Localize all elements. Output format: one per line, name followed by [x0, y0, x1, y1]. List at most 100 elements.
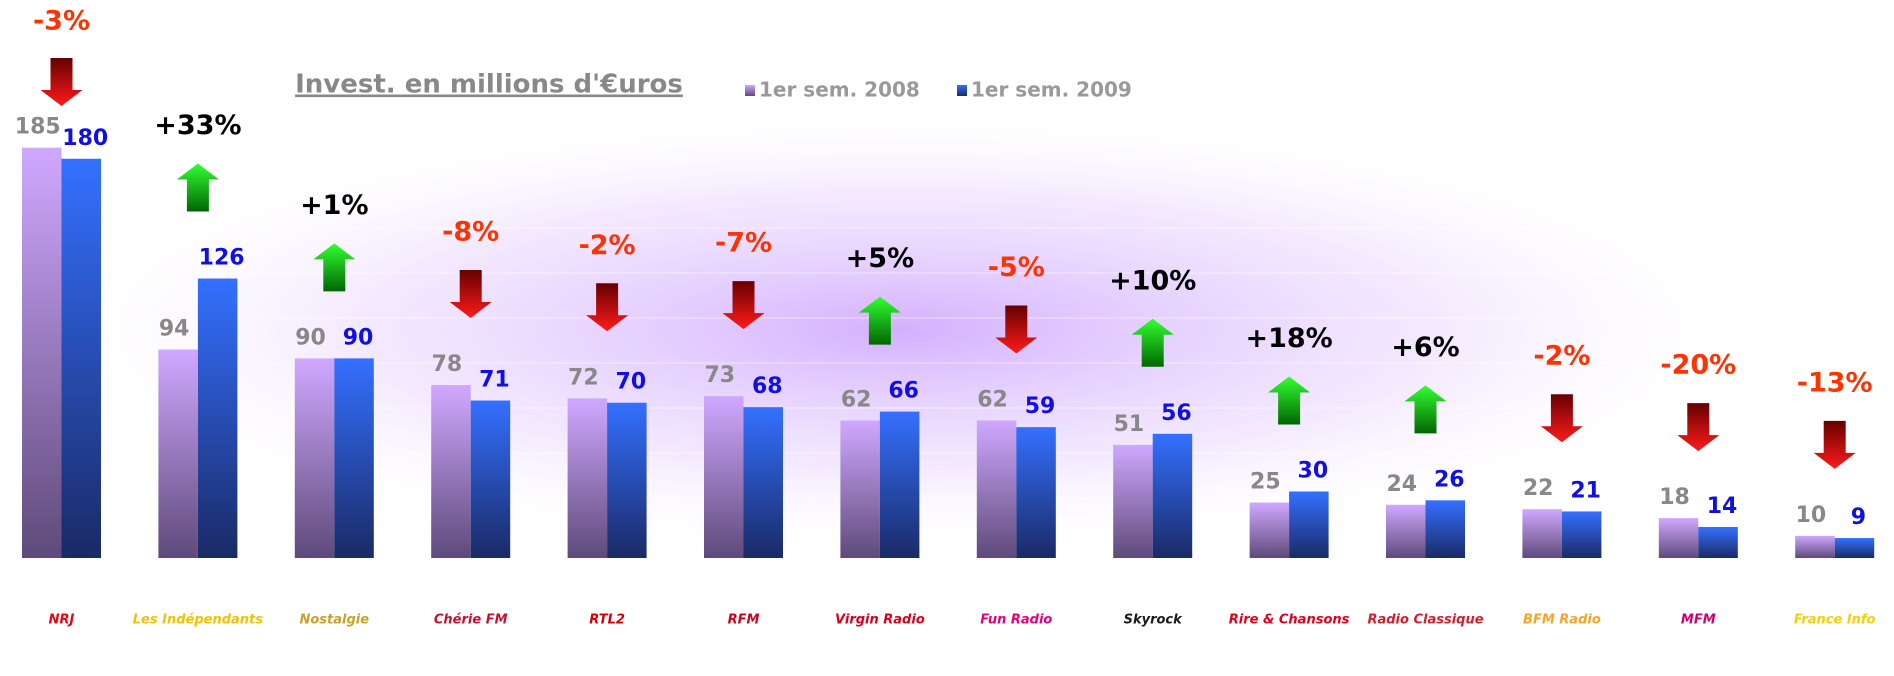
change-label: +10% — [1109, 265, 1196, 296]
value-label: 51 — [1114, 412, 1145, 437]
value-label: 72 — [568, 365, 599, 390]
bar — [1249, 502, 1290, 558]
change-arrow — [313, 243, 356, 292]
value-label: 10 — [1796, 503, 1827, 528]
category-logo: BFM Radio — [1523, 613, 1601, 628]
category-logo: Fun Radio — [980, 613, 1052, 628]
value-label: 24 — [1386, 472, 1417, 497]
value-label: 68 — [752, 374, 783, 399]
change-arrow — [1131, 318, 1174, 367]
value-label: 180 — [62, 126, 108, 151]
value-label: 30 — [1298, 458, 1329, 483]
bar — [1522, 509, 1562, 558]
bar — [1561, 511, 1602, 558]
bar — [567, 398, 608, 558]
value-label: 94 — [159, 317, 190, 342]
value-label: 22 — [1523, 476, 1554, 501]
change-label: -8% — [442, 216, 499, 247]
change-arrow — [449, 269, 492, 318]
bar — [334, 358, 374, 558]
value-label: 18 — [1659, 485, 1690, 510]
bar — [61, 158, 101, 558]
value-label: 90 — [295, 325, 326, 350]
change-label: +1% — [300, 190, 368, 221]
category-logo: Les Indépendants — [133, 613, 264, 628]
bar — [1289, 491, 1329, 558]
value-label: 185 — [15, 115, 61, 140]
bar — [470, 400, 511, 558]
bar — [1795, 535, 1835, 558]
category-logo: RTL2 — [589, 613, 625, 628]
legend-swatch — [745, 85, 755, 96]
value-label: 78 — [432, 352, 463, 377]
category-logo: France Info — [1794, 613, 1876, 628]
legend-swatch — [957, 85, 967, 96]
category-logo: MFM — [1681, 613, 1716, 628]
bar — [1152, 433, 1193, 558]
bar — [1658, 518, 1699, 558]
change-label: +5% — [846, 243, 914, 274]
value-label: 14 — [1707, 494, 1738, 519]
change-label: +6% — [1391, 332, 1459, 363]
change-label: -7% — [715, 228, 772, 259]
value-label: 56 — [1161, 401, 1192, 426]
change-label: +33% — [154, 110, 241, 141]
bar — [158, 349, 198, 558]
change-label: -2% — [579, 230, 636, 261]
change-arrow — [1404, 385, 1447, 434]
bar — [1386, 504, 1426, 558]
legend-label: 1er sem. 2008 — [759, 78, 920, 102]
change-label: -20% — [1660, 350, 1736, 381]
category-logo: Rire & Chansons — [1229, 613, 1350, 628]
change-label: -3% — [33, 6, 90, 37]
change-arrow — [1540, 394, 1583, 443]
chart-title: Invest. en millions d'€uros — [295, 70, 683, 100]
change-arrow — [1268, 376, 1311, 425]
change-arrow — [40, 58, 83, 106]
legend-label: 1er sem. 2009 — [971, 78, 1132, 102]
bar — [22, 147, 62, 559]
value-label: 26 — [1434, 467, 1465, 492]
value-label: 62 — [841, 387, 872, 412]
value-label: 90 — [343, 325, 374, 350]
bar — [1834, 538, 1875, 558]
value-label: 66 — [888, 379, 919, 404]
bar — [431, 384, 471, 558]
bar — [1113, 444, 1153, 558]
bar — [840, 420, 880, 558]
value-label: 71 — [479, 368, 510, 393]
value-label: 59 — [1025, 394, 1056, 419]
change-arrow — [1813, 420, 1856, 469]
change-arrow — [722, 281, 765, 330]
value-label: 73 — [704, 363, 735, 388]
category-logo: Nostalgie — [300, 613, 370, 628]
change-label: -2% — [1533, 341, 1590, 372]
value-label: 126 — [199, 246, 245, 271]
category-logo: Skyrock — [1124, 613, 1184, 628]
bar — [1016, 427, 1056, 558]
bar — [879, 411, 920, 558]
bar — [704, 396, 744, 558]
bar — [743, 407, 783, 558]
bar — [1425, 500, 1465, 558]
change-label: -5% — [988, 252, 1045, 283]
bar — [607, 402, 647, 558]
value-label: 9 — [1851, 505, 1866, 530]
change-arrow — [858, 296, 901, 345]
category-logo: NRJ — [49, 613, 75, 628]
value-label: 21 — [1570, 478, 1601, 503]
change-arrow — [176, 163, 219, 212]
change-arrow — [1677, 403, 1720, 452]
bar — [197, 278, 238, 558]
change-arrow — [995, 305, 1038, 354]
change-label: -13% — [1797, 367, 1873, 398]
bar — [976, 420, 1017, 558]
category-logo: RFM — [728, 613, 760, 628]
value-label: 70 — [616, 370, 647, 395]
value-label: 25 — [1250, 470, 1281, 495]
change-arrow — [586, 283, 629, 332]
value-label: 62 — [977, 387, 1008, 412]
change-label: +18% — [1245, 323, 1332, 354]
category-logo: Chérie FM — [434, 613, 508, 628]
